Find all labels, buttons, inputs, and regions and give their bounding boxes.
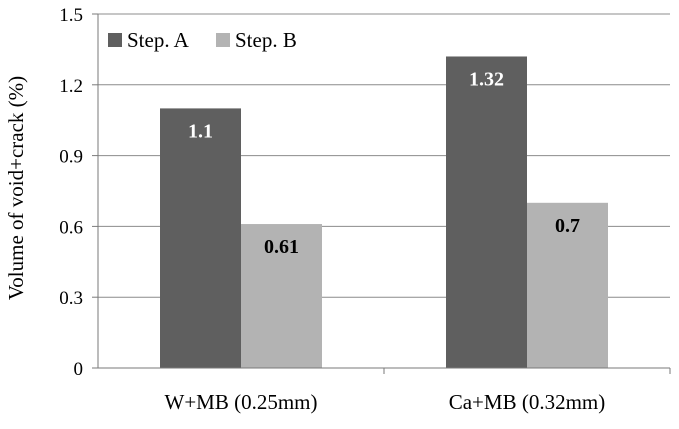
bar xyxy=(160,108,241,369)
x-tick-label: W+MB (0.25mm) xyxy=(165,390,318,414)
y-tick-label: 0.9 xyxy=(59,147,83,168)
bar xyxy=(446,56,527,368)
legend-swatch xyxy=(216,33,230,47)
data-labels: 1.1 0.61 1.32 0.7 xyxy=(188,68,580,258)
legend-entry: Step. A xyxy=(127,28,190,52)
y-tick-label: 0.6 xyxy=(59,217,83,238)
data-label: 0.61 xyxy=(264,236,299,258)
bar xyxy=(241,224,322,368)
data-label: 0.7 xyxy=(555,215,580,237)
legend: Step. A Step. B xyxy=(108,28,297,52)
data-label: 1.1 xyxy=(188,120,213,142)
data-label: 1.32 xyxy=(469,68,504,90)
bar xyxy=(527,202,608,368)
y-tick-label: 1.5 xyxy=(59,5,83,26)
bars xyxy=(160,56,608,369)
y-tick-label: 0.3 xyxy=(59,288,83,309)
y-tick-label: 1.2 xyxy=(59,76,83,97)
axes: 0 0.3 0.6 0.9 1.2 1.5 W+MB (0.25mm) Ca+MB (0.32… xyxy=(59,5,671,414)
legend-entry: Step. B xyxy=(235,28,297,52)
legend-swatch xyxy=(108,33,122,47)
x-tick-label: Ca+MB (0.32mm) xyxy=(449,390,606,414)
y-tick-label: 0 xyxy=(74,359,84,380)
y-axis-label: Volume of void+crack (%) xyxy=(4,76,28,300)
